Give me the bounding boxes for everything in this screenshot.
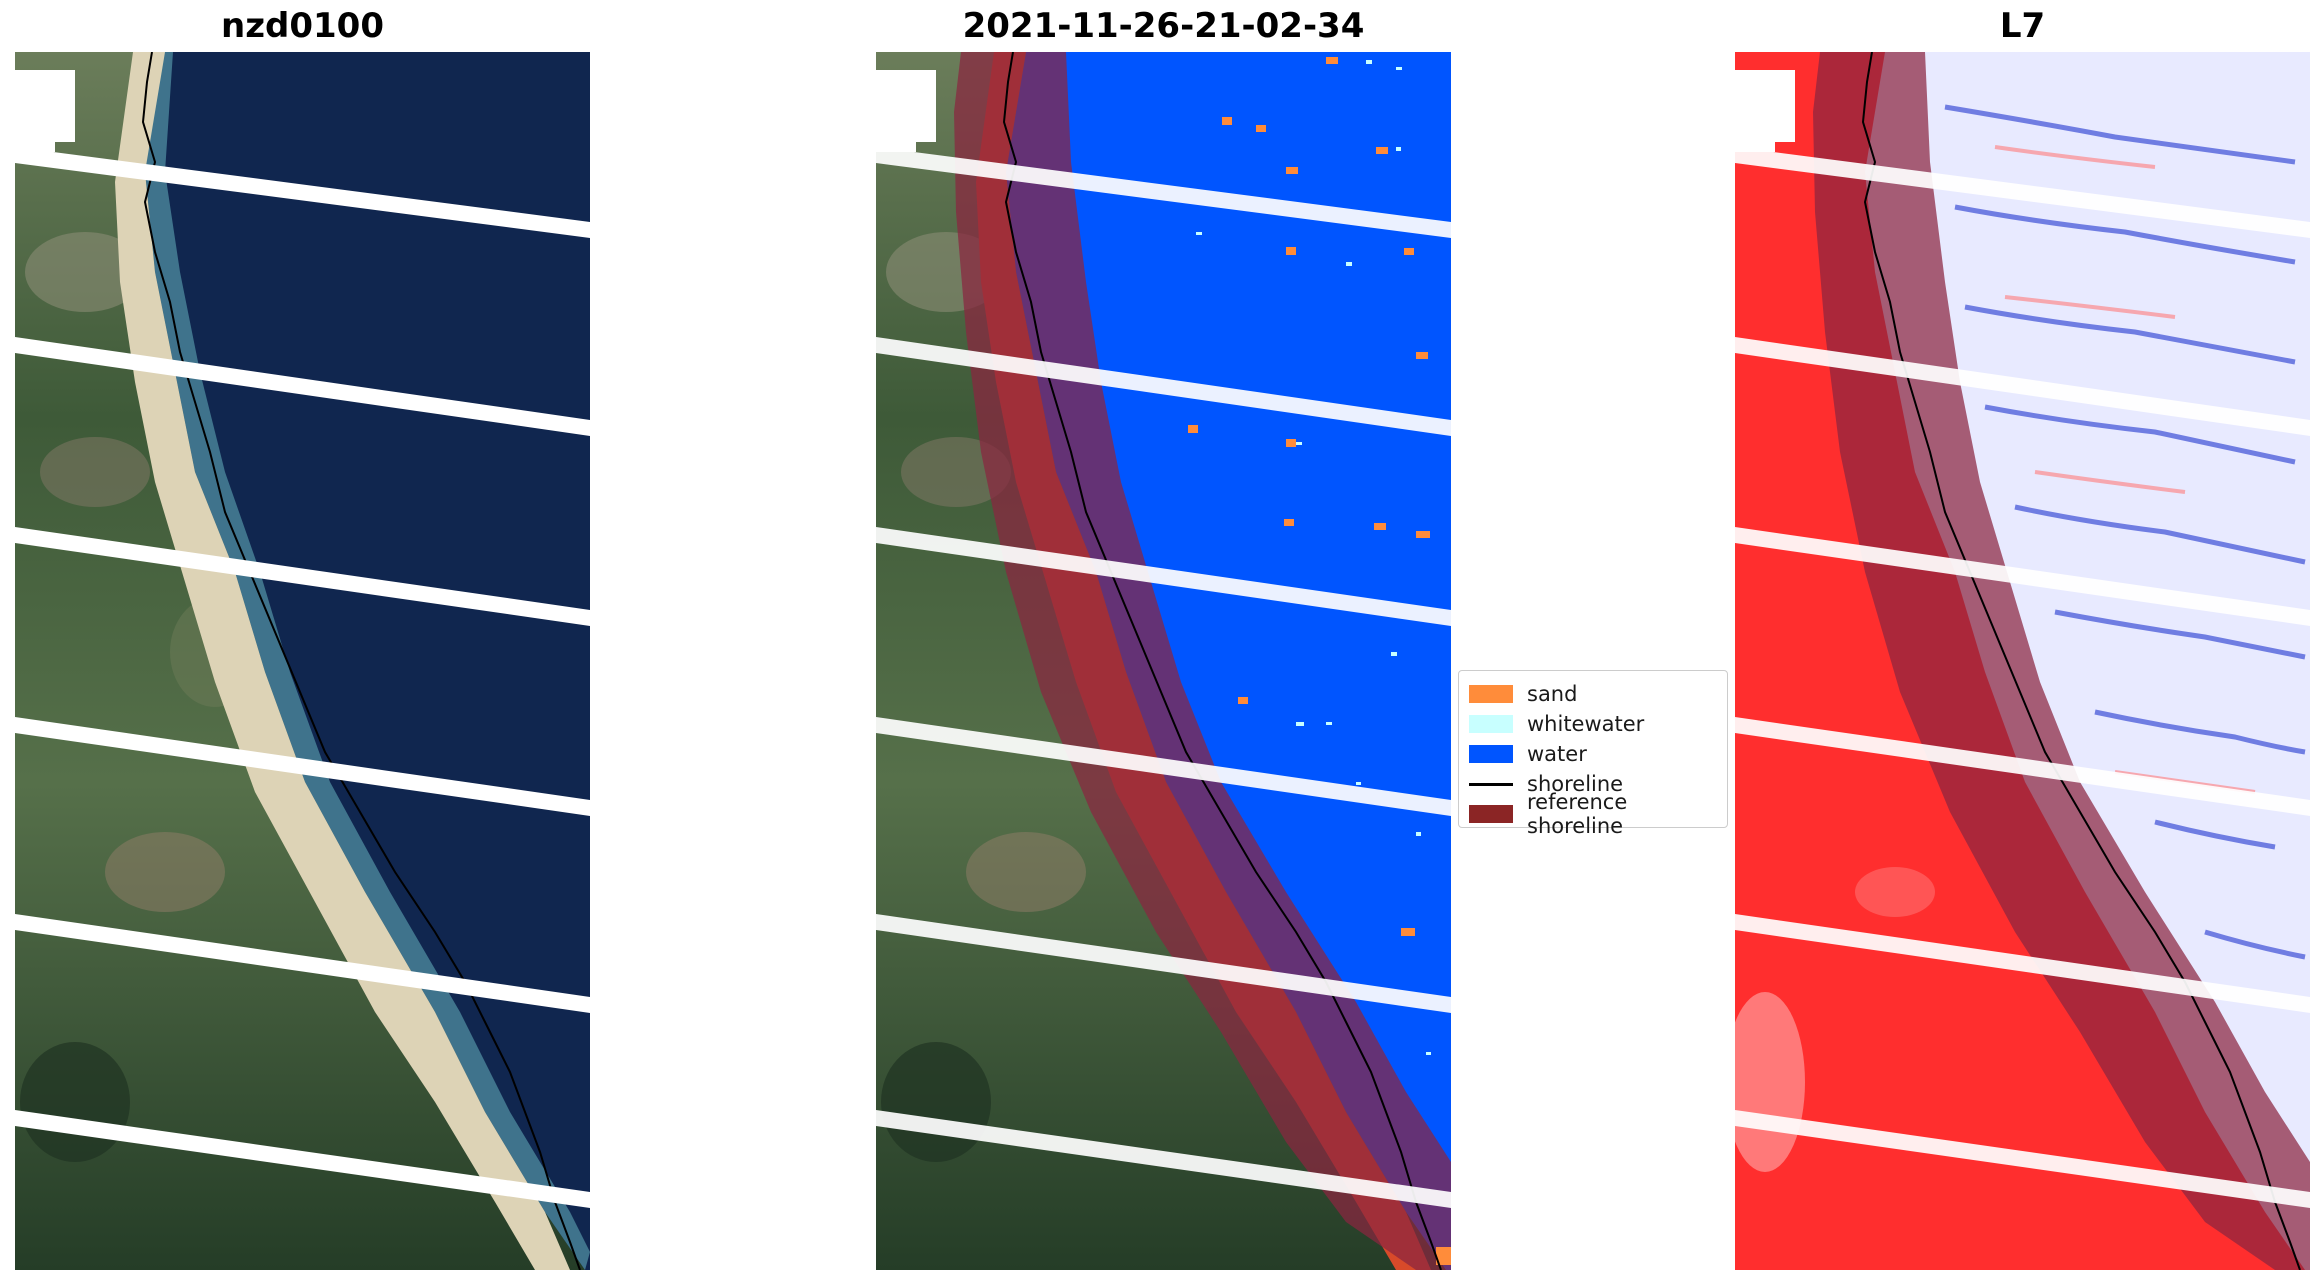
legend-swatch-shoreline [1469, 782, 1513, 786]
panel-title-classified: 2021-11-26-21-02-34 [962, 6, 1365, 46]
legend-label-water: water [1527, 742, 1587, 766]
legend-swatch-water [1469, 745, 1513, 763]
legend-item-shoreline: shoreline [1469, 769, 1717, 799]
legend-item-water: water [1469, 739, 1717, 769]
legend-item-sand: sand [1469, 679, 1717, 709]
legend-label-shoreline: shoreline [1527, 772, 1624, 796]
legend-label-sand: sand [1527, 682, 1578, 706]
legend-swatch-reference-shoreline [1469, 805, 1513, 823]
legend-item-whitewater: whitewater [1469, 709, 1717, 739]
classified-image-panel [876, 52, 1451, 1270]
index-image [1735, 52, 2310, 1270]
legend-label-whitewater: whitewater [1527, 712, 1645, 736]
legend: sand whitewater water shoreline referenc… [1458, 670, 1728, 838]
panel-title-index: L7 [1999, 6, 2046, 46]
legend-label-reference-shoreline: reference shoreline [1527, 790, 1628, 838]
rgb-satellite-image [15, 52, 590, 1270]
rgb-image-panel [15, 52, 590, 1270]
legend-swatch-whitewater [1469, 715, 1513, 733]
index-image-panel [1735, 52, 2310, 1270]
legend-swatch-sand [1469, 685, 1513, 703]
legend-item-reference-shoreline: reference shoreline [1469, 790, 1717, 838]
panel-title-rgb: nzd0100 [221, 6, 384, 46]
classified-image [876, 52, 1451, 1270]
